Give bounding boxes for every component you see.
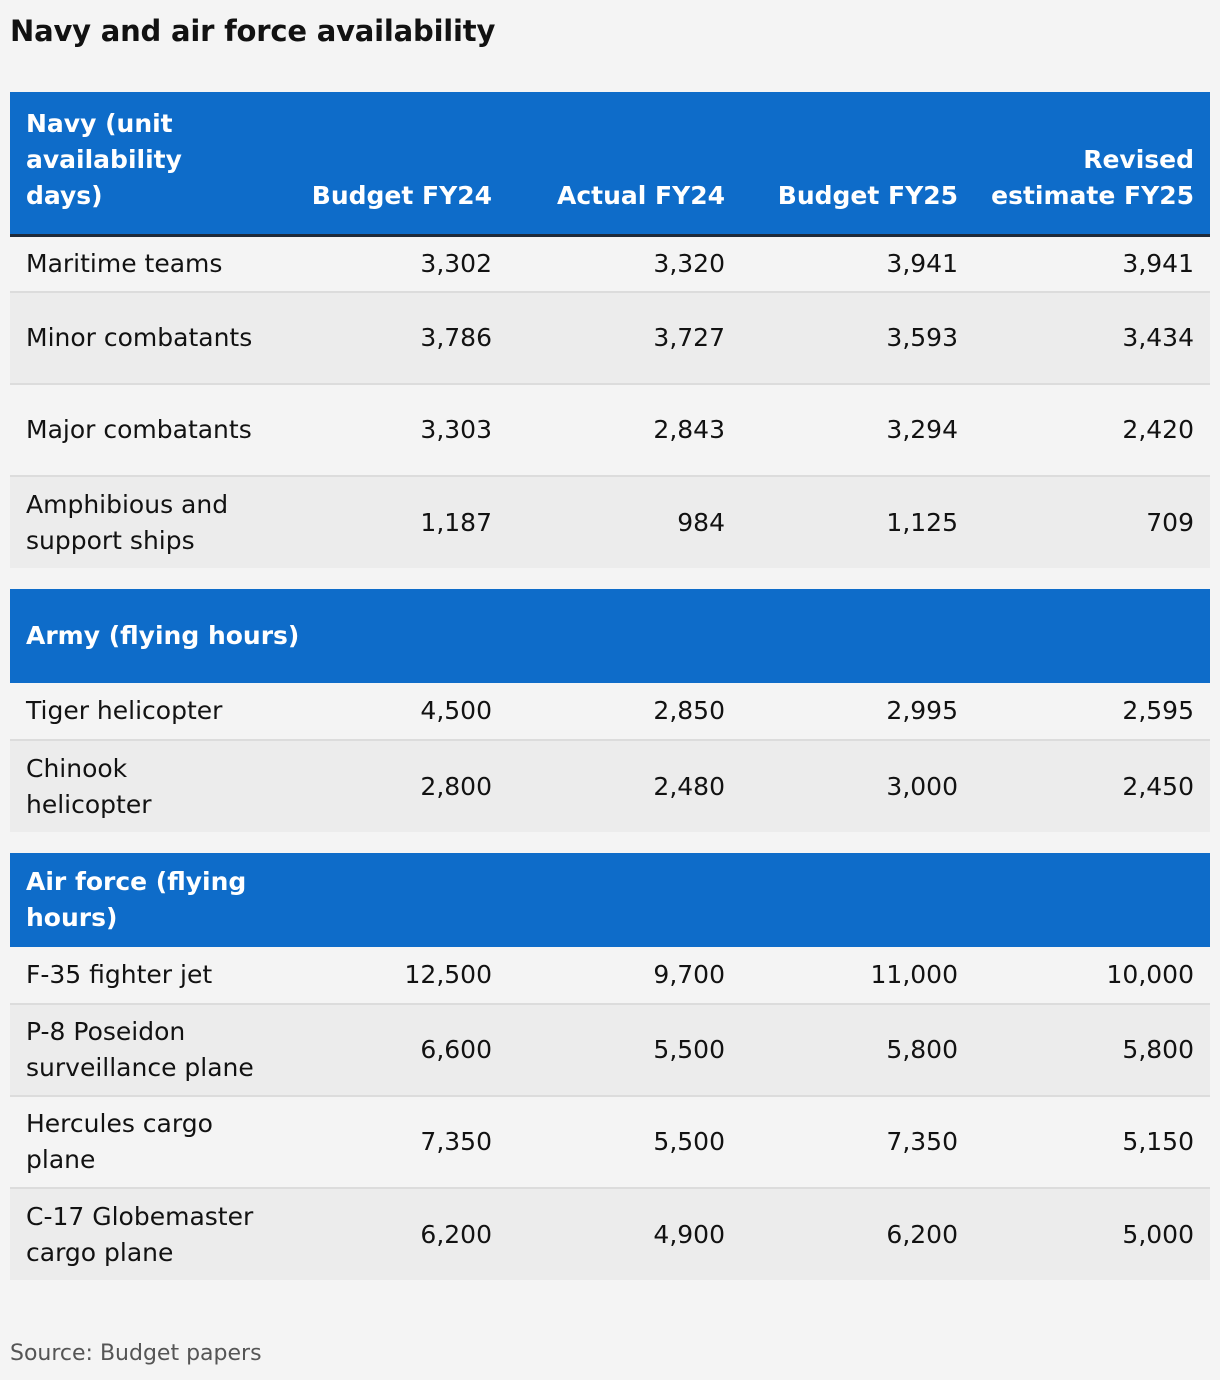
cell-actual-fy24: 4,900	[653, 1219, 725, 1249]
section-heading: Army (flying hours)	[26, 621, 300, 650]
cell-revised-fy25: 5,150	[974, 1096, 1210, 1189]
cell-budget-fy25: 1,125	[886, 507, 958, 537]
cell-budget-fy25: 3,593	[741, 292, 974, 385]
cell-revised-fy25: 2,450	[1122, 771, 1194, 801]
row-label: Hercules cargo plane	[10, 1096, 270, 1189]
cell-actual-fy24: 5,500	[508, 1096, 741, 1189]
table-row: Amphibious and support ships 1,187 984 1…	[10, 476, 1210, 568]
cell-revised-fy25: 3,941	[974, 235, 1210, 293]
row-label: Minor combatants	[10, 292, 270, 385]
row-label: Chinook helicopter	[26, 753, 152, 819]
table-row: Minor combatants 3,786 3,727 3,593 3,434	[10, 292, 1210, 385]
table-row: C-17 Globemaster cargo plane 6,200 4,900…	[10, 1188, 1210, 1280]
cell-revised-fy25: 2,595	[974, 683, 1210, 741]
page-title: Navy and air force availability	[10, 14, 496, 48]
section-spacer	[10, 568, 1210, 589]
cell-budget-fy24: 3,302	[270, 235, 508, 293]
cell-actual-fy24: 2,850	[508, 683, 741, 741]
table-row: Tiger helicopter 4,500 2,850 2,995 2,595	[10, 683, 1210, 741]
cell-budget-fy25: 2,995	[741, 683, 974, 741]
row-label: Amphibious and support ships	[26, 489, 229, 555]
availability-table-container: Navy (unit availability days) Budget FY2…	[10, 92, 1210, 1280]
section-header-air-force: Air force (flying hours)	[10, 853, 1210, 947]
row-label: P-8 Poseidon surveillance plane	[10, 1004, 270, 1097]
column-header-category: Navy (unit availability days)	[10, 92, 270, 237]
cell-budget-fy24: 2,800	[420, 771, 492, 801]
section-spacer	[10, 832, 1210, 853]
cell-actual-fy24: 2,843	[508, 384, 741, 477]
cell-actual-fy24: 2,480	[653, 771, 725, 801]
cell-budget-fy25: 5,800	[741, 1004, 974, 1097]
cell-budget-fy25: 3,294	[741, 384, 974, 477]
table-row: Chinook helicopter 2,800 2,480 3,000 2,4…	[10, 740, 1210, 832]
cell-budget-fy25: 7,350	[741, 1096, 974, 1189]
cell-revised-fy25: 709	[1146, 507, 1194, 537]
cell-budget-fy24: 7,350	[270, 1096, 508, 1189]
cell-budget-fy24: 6,600	[270, 1004, 508, 1097]
column-header-budget-fy24: Budget FY24	[270, 92, 508, 237]
cell-revised-fy25: 2,420	[974, 384, 1210, 477]
cell-budget-fy24: 3,303	[270, 384, 508, 477]
source-note: Source: Budget papers	[10, 1341, 262, 1366]
table-row: Major combatants 3,303 2,843 3,294 2,420	[10, 384, 1210, 477]
row-label: Tiger helicopter	[10, 683, 270, 741]
table-row: Hercules cargo plane 7,350 5,500 7,350 5…	[10, 1096, 1210, 1189]
section-header-army: Army (flying hours)	[10, 589, 1210, 683]
cell-budget-fy25: 6,200	[886, 1219, 958, 1249]
column-header-budget-fy25: Budget FY25	[741, 92, 974, 237]
cell-revised-fy25: 10,000	[974, 947, 1210, 1005]
cell-budget-fy25: 3,941	[741, 235, 974, 293]
table-row: F-35 fighter jet 12,500 9,700 11,000 10,…	[10, 947, 1210, 1005]
cell-budget-fy24: 12,500	[270, 947, 508, 1005]
column-header-actual-fy24: Actual FY24	[508, 92, 741, 237]
row-label: C-17 Globemaster cargo plane	[26, 1201, 254, 1267]
row-label: F-35 fighter jet	[10, 947, 270, 1005]
cell-budget-fy24: 4,500	[270, 683, 508, 741]
cell-budget-fy24: 6,200	[420, 1219, 492, 1249]
table-header-row: Navy (unit availability days) Budget FY2…	[10, 92, 1210, 237]
table-row: P-8 Poseidon surveillance plane 6,600 5,…	[10, 1004, 1210, 1097]
cell-actual-fy24: 3,727	[508, 292, 741, 385]
column-header-revised-fy25: Revised estimate FY25	[974, 92, 1210, 237]
cell-actual-fy24: 5,500	[508, 1004, 741, 1097]
cell-actual-fy24: 9,700	[508, 947, 741, 1005]
cell-actual-fy24: 3,320	[508, 235, 741, 293]
row-label: Maritime teams	[10, 235, 270, 293]
cell-revised-fy25: 3,434	[974, 292, 1210, 385]
cell-revised-fy25: 5,000	[1122, 1219, 1194, 1249]
cell-budget-fy25: 11,000	[741, 947, 974, 1005]
cell-actual-fy24: 984	[677, 507, 725, 537]
row-label: Major combatants	[10, 384, 270, 477]
availability-table: Navy (unit availability days) Budget FY2…	[10, 92, 1210, 1280]
section-heading: Air force (flying hours)	[26, 867, 247, 932]
cell-budget-fy25: 3,000	[886, 771, 958, 801]
cell-budget-fy24: 3,786	[270, 292, 508, 385]
table-row: Maritime teams 3,302 3,320 3,941 3,941	[10, 235, 1210, 293]
cell-revised-fy25: 5,800	[974, 1004, 1210, 1097]
cell-budget-fy24: 1,187	[420, 507, 492, 537]
